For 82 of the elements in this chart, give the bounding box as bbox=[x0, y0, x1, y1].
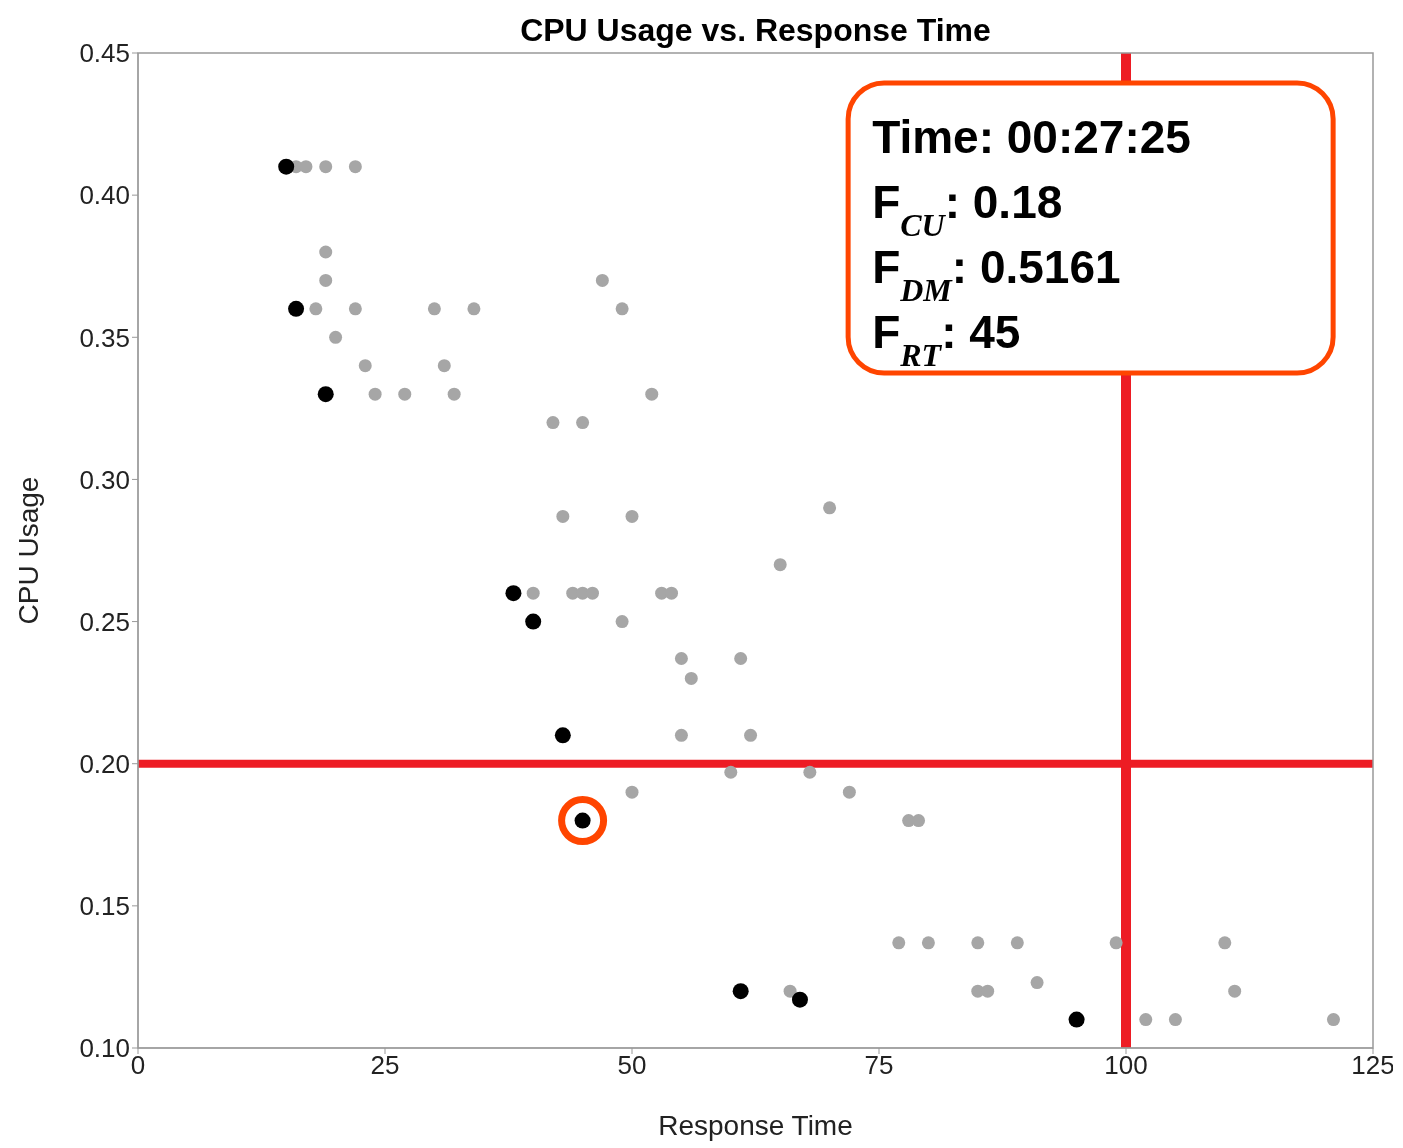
point bbox=[576, 416, 590, 430]
point bbox=[317, 386, 334, 403]
annotation: Time: 00:27:25 bbox=[872, 111, 1191, 163]
point bbox=[319, 245, 333, 259]
point bbox=[744, 728, 758, 742]
point bbox=[558, 796, 608, 846]
point bbox=[525, 613, 542, 630]
x-tick-label: 125 bbox=[1351, 1050, 1395, 1081]
point bbox=[615, 302, 629, 316]
point bbox=[556, 509, 570, 523]
y-axis-title: CPU Usage bbox=[12, 476, 44, 625]
x-tick-label: 25 bbox=[370, 1050, 400, 1081]
point bbox=[625, 785, 639, 799]
point bbox=[783, 984, 797, 998]
annotation: F$_{RT}$: 45 bbox=[872, 306, 1021, 373]
point bbox=[1168, 1013, 1182, 1027]
point bbox=[348, 302, 362, 316]
annotation: F$_{DM}$: 0.5161 bbox=[872, 241, 1121, 308]
point bbox=[329, 330, 343, 344]
point bbox=[724, 765, 738, 779]
point bbox=[554, 727, 571, 744]
point bbox=[1068, 1011, 1085, 1028]
point bbox=[732, 983, 749, 1000]
point bbox=[842, 785, 856, 799]
point bbox=[734, 652, 748, 666]
point bbox=[447, 387, 461, 401]
point bbox=[674, 652, 688, 666]
point bbox=[1109, 936, 1123, 950]
point bbox=[1030, 976, 1044, 990]
point bbox=[319, 160, 333, 174]
y-tick-label: 0.10 bbox=[79, 1033, 130, 1064]
point bbox=[427, 302, 441, 316]
point bbox=[892, 936, 906, 950]
point bbox=[981, 984, 995, 998]
point bbox=[921, 936, 935, 950]
point bbox=[278, 158, 295, 175]
y-tick-label: 0.40 bbox=[79, 180, 130, 211]
point bbox=[546, 416, 560, 430]
y-tick-label: 0.35 bbox=[79, 322, 130, 353]
point bbox=[358, 359, 372, 373]
point bbox=[1326, 1013, 1340, 1027]
y-tick-label: 0.15 bbox=[79, 891, 130, 922]
point bbox=[1139, 1013, 1153, 1027]
point bbox=[684, 671, 698, 685]
x-tick-label: 100 bbox=[1104, 1050, 1148, 1081]
point bbox=[309, 302, 323, 316]
point bbox=[645, 387, 659, 401]
point bbox=[1218, 936, 1232, 950]
point bbox=[1228, 984, 1242, 998]
point bbox=[288, 300, 305, 317]
point bbox=[823, 501, 837, 515]
point bbox=[299, 160, 313, 174]
point bbox=[505, 585, 522, 602]
point bbox=[625, 509, 639, 523]
y-tick-label: 0.45 bbox=[79, 38, 130, 69]
point bbox=[803, 765, 817, 779]
point bbox=[398, 387, 412, 401]
y-tick-label: 0.25 bbox=[79, 606, 130, 637]
point bbox=[595, 273, 609, 287]
chart-title: CPU Usage vs. Response Time bbox=[519, 12, 992, 49]
y-tick-label: 0.30 bbox=[79, 464, 130, 495]
point bbox=[348, 160, 362, 174]
point bbox=[585, 586, 599, 600]
point bbox=[773, 558, 787, 572]
point bbox=[1010, 936, 1024, 950]
x-axis-title: Response Time bbox=[658, 1110, 853, 1141]
point bbox=[437, 359, 451, 373]
y-tick-label: 0.20 bbox=[79, 748, 130, 779]
x-tick-label: 75 bbox=[864, 1050, 894, 1081]
annotation: F$_{CU}$: 0.18 bbox=[872, 176, 1063, 243]
point bbox=[319, 273, 333, 287]
point bbox=[368, 387, 382, 401]
x-tick-label: 0 bbox=[130, 1050, 146, 1081]
point bbox=[615, 615, 629, 629]
point bbox=[912, 814, 926, 828]
point bbox=[526, 586, 540, 600]
point bbox=[971, 936, 985, 950]
point bbox=[467, 302, 481, 316]
point bbox=[665, 586, 679, 600]
x-tick-label: 50 bbox=[617, 1050, 647, 1081]
point bbox=[791, 991, 808, 1008]
point bbox=[674, 728, 688, 742]
